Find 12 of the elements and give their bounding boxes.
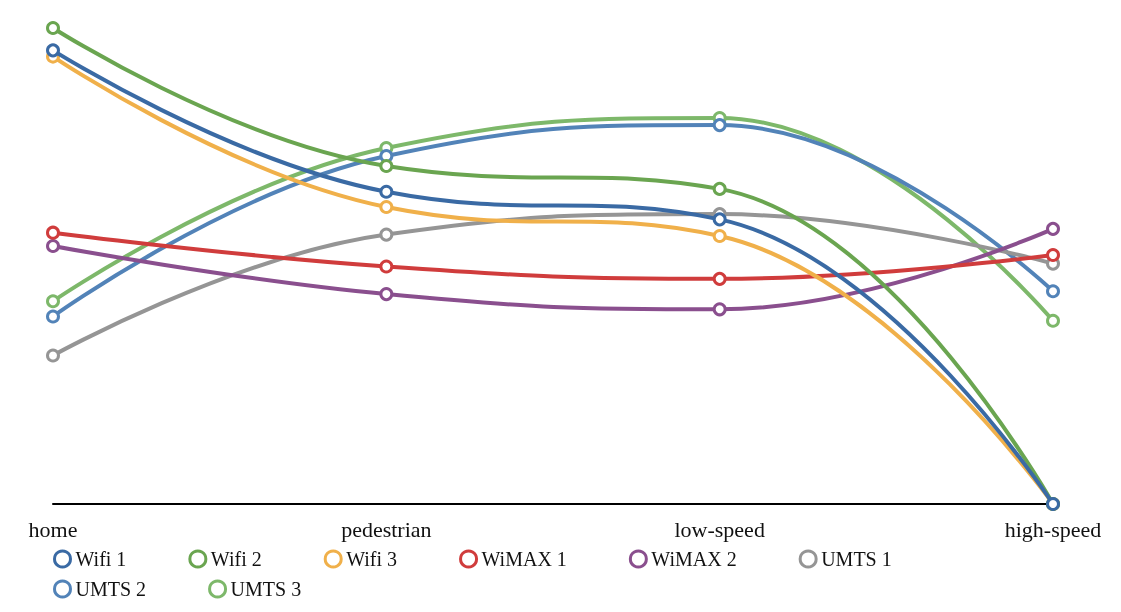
legend-label: WiMAX 1 xyxy=(481,548,567,570)
x-tick-label: high-speed xyxy=(1004,516,1102,542)
x-tick-label: home xyxy=(28,516,78,542)
legend-label: UMTS 3 xyxy=(230,578,302,600)
legend-label: Wifi 1 xyxy=(75,548,127,570)
x-tick-label: low-speed xyxy=(674,516,765,542)
legend-label: Wifi 2 xyxy=(210,548,262,570)
legend-label: WiMAX 2 xyxy=(651,548,737,570)
legend-label: UMTS 2 xyxy=(75,578,147,600)
legend-label: UMTS 1 xyxy=(821,548,892,570)
x-tick-label: pedestrian xyxy=(341,516,432,542)
legend-label: Wifi 3 xyxy=(346,548,398,570)
